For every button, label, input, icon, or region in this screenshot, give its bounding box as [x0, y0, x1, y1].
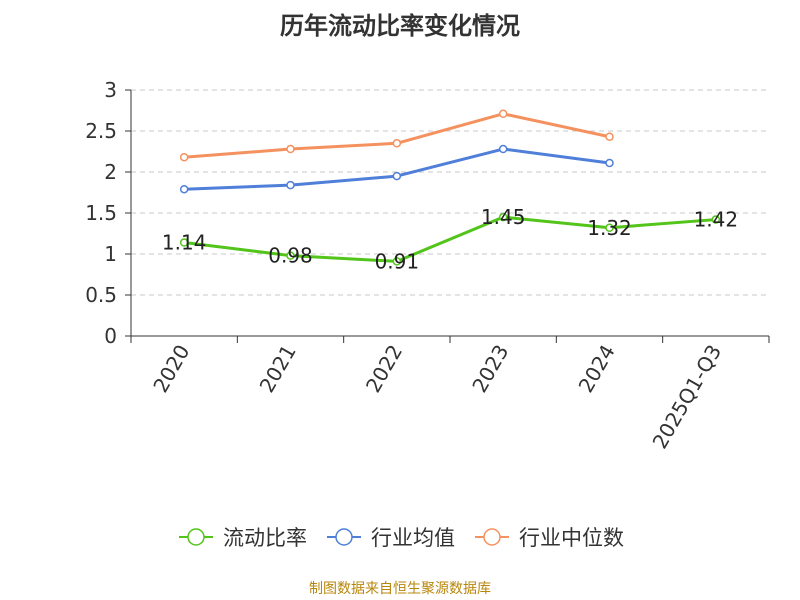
data-label: 1.14	[162, 231, 207, 255]
data-point	[711, 215, 721, 224]
data-label: 0.91	[375, 249, 420, 273]
x-tick-label: 2020	[148, 341, 194, 397]
x-axis: 2020 2021 2022 2023 2024 2025Q1-Q3	[130, 335, 770, 453]
y-tick-label: 0.5	[85, 283, 117, 307]
grid-lines	[131, 89, 769, 296]
x-tick-label: 2023	[467, 340, 513, 396]
x-tick-label: 2021	[255, 341, 301, 397]
data-label: 1.45	[481, 205, 526, 229]
x-tick-label: 2022	[361, 341, 407, 397]
legend-marker	[335, 528, 353, 546]
series-layer	[179, 109, 721, 266]
legend-label: 行业中位数	[519, 526, 624, 550]
data-point	[498, 212, 508, 222]
data-point	[392, 139, 402, 148]
x-tick-label: 2025Q1-Q3	[647, 341, 726, 453]
y-tick-label: 1	[104, 242, 117, 266]
data-point	[498, 109, 508, 119]
source-note: 制图数据来自恒生聚源数据库	[309, 581, 491, 597]
data-point	[179, 184, 189, 194]
data-point	[605, 223, 614, 233]
data-label: 1.42	[694, 208, 739, 232]
series-line	[183, 215, 716, 263]
y-tick-label: 2	[104, 160, 117, 184]
legend-label: 流动比率	[223, 526, 307, 550]
chart-title: 历年流动比率变化情况	[280, 12, 520, 40]
data-point	[286, 251, 295, 260]
series-line	[184, 112, 610, 159]
data-point	[286, 144, 295, 154]
legend-label: 行业均值	[371, 526, 455, 550]
data-point	[286, 180, 295, 190]
y-axis: 0 0.5 1 1.5 2 2.5 3	[85, 78, 132, 348]
data-point	[179, 152, 189, 162]
legend: 流动比率 行业均值 行业中位数	[179, 526, 624, 550]
data-labels: 1.14 0.98 0.91 1.45 1.32 1.42	[162, 205, 738, 273]
series-line	[184, 147, 610, 191]
data-point	[498, 144, 508, 154]
data-label: 0.98	[268, 244, 313, 268]
data-label: 1.32	[587, 216, 632, 240]
y-tick-label: 2.5	[85, 119, 117, 143]
legend-marker	[187, 528, 205, 546]
data-point	[392, 257, 402, 266]
data-point	[605, 132, 614, 141]
x-tick-label: 2024	[574, 341, 620, 397]
data-point	[179, 238, 189, 247]
data-point	[605, 158, 614, 168]
y-tick-label: 1.5	[85, 201, 117, 225]
y-tick-label: 3	[104, 78, 117, 102]
legend-marker	[483, 528, 501, 546]
y-tick-label: 0	[104, 324, 117, 348]
data-point	[392, 171, 402, 181]
